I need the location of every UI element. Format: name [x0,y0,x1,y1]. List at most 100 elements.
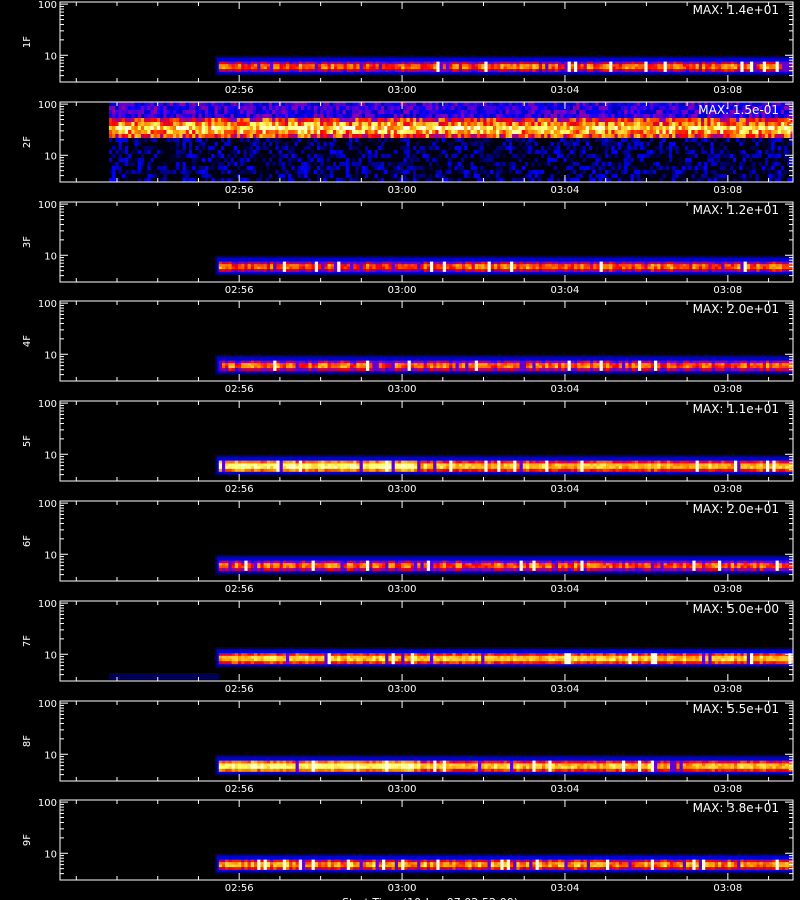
panel-frame [59,101,794,183]
y-tick-label: 100 [38,0,57,11]
x-tick-label: 02:56 [225,384,254,395]
heatmap-2f [108,102,793,182]
x-tick-label: 03:08 [713,883,742,894]
x-tick-label: 03:00 [388,285,417,296]
panel-frame [59,1,794,83]
x-tick-label: 03:08 [713,484,742,495]
panel-1f: 10 100 02:56 03:00 03:04 03:08 1F MAX: 1.4e+01 [22,0,794,96]
y-tick-label: 100 [38,399,57,410]
max-label: MAX: 1.5e-01 [698,103,779,117]
x-tick-label: 02:56 [225,285,254,296]
heatmap-9f [214,853,793,874]
y-tick-label: 100 [38,499,57,510]
y-tick-label: 10 [44,650,57,661]
x-tick-label: 02:56 [225,185,254,196]
panel-frame [59,500,794,582]
max-label: MAX: 1.4e+01 [693,3,779,17]
max-label: MAX: 3.8e+01 [693,801,779,815]
y-tick-label: 100 [38,299,57,310]
max-label: MAX: 5.5e+01 [693,702,779,716]
y-tick-label: 10 [44,350,57,361]
panel-label: 9F [22,834,33,846]
x-tick-label: 03:04 [551,484,580,495]
panel-label: 6F [22,535,33,547]
x-tick-label: 03:08 [713,684,742,695]
x-tick-label: 03:00 [388,883,417,894]
y-tick-label: 10 [44,450,57,461]
panel-frame [59,201,794,283]
y-tick-label: 100 [38,599,57,610]
x-tick-label: 02:56 [225,883,254,894]
y-tick-label: 100 [38,798,57,809]
panel-frame [59,300,794,382]
max-label: MAX: 2.0e+01 [693,502,779,516]
y-tick-label: 10 [44,550,57,561]
x-tick-label: 03:00 [388,684,417,695]
x-tick-label: 03:04 [551,85,580,96]
x-tick-label: 03:08 [713,85,742,96]
x-tick-label: 03:00 [388,484,417,495]
x-tick-label: 03:00 [388,384,417,395]
y-tick-label: 10 [44,51,57,62]
max-label: MAX: 1.2e+01 [693,203,779,217]
x-tick-label: 03:08 [713,384,742,395]
panel-label: 3F [22,236,33,248]
max-label: MAX: 1.1e+01 [693,402,779,416]
panel-8f: 10 100 02:56 03:00 03:04 03:08 8F MAX: 5.5e+01 [22,699,794,795]
x-tick-label: 02:56 [225,584,254,595]
panel-label: 5F [22,435,33,447]
heatmap-3f [214,255,793,276]
x-tick-label: 03:04 [551,584,580,595]
max-label: MAX: 5.0e+00 [693,602,779,616]
x-tick-label: 03:04 [551,883,580,894]
heatmap-4f [214,354,793,375]
x-tick-label: 03:00 [388,85,417,96]
heatmap-6f [214,554,793,575]
panel-frame [59,400,794,482]
panel-frame [59,600,794,682]
x-tick-label: 03:00 [388,584,417,595]
x-tick-label: 03:08 [713,285,742,296]
panel-frame [59,799,794,881]
x-tick-label: 02:56 [225,484,254,495]
y-tick-label: 10 [44,151,57,162]
y-tick-label: 10 [44,750,57,761]
x-tick-label: 03:04 [551,384,580,395]
x-tick-label: 03:08 [713,784,742,795]
x-tick-label: 02:56 [225,784,254,795]
x-tick-label: 03:08 [713,584,742,595]
x-tick-label: 02:56 [225,684,254,695]
x-tick-label: 03:04 [551,784,580,795]
panel-5f: 10 100 02:56 03:00 03:04 03:08 5F MAX: 1.1e+01 [22,399,794,495]
panel-frame [59,700,794,782]
heatmap-1f [214,55,793,76]
x-tick-label: 03:00 [388,784,417,795]
x-tick-label: 03:04 [551,285,580,296]
panel-7f: 10 100 02:56 03:00 03:04 03:08 7F MAX: 5.0e+00 [22,599,794,695]
heatmap-5f [214,454,793,476]
panel-6f: 10 100 02:56 03:00 03:04 03:08 6F MAX: 2.0e+01 [22,499,794,595]
panel-4f: 10 100 02:56 03:00 03:04 03:08 4F MAX: 2.0e+01 [22,299,794,395]
x-tick-label: 03:04 [551,185,580,196]
y-tick-label: 100 [38,100,57,111]
heatmap-8f [214,754,793,776]
panel-label: 7F [22,635,33,647]
panel-label: 4F [22,335,33,347]
y-tick-label: 10 [44,251,57,262]
x-tick-label: 03:00 [388,185,417,196]
panel-label: 8F [22,735,33,747]
panel-9f: 10 100 02:56 03:00 03:04 03:08 9F MAX: 3.8e+01 [22,798,794,894]
x-axis-label: Start Time (10-Jun-07 02:52:00) [342,896,518,900]
y-tick-label: 10 [44,849,57,860]
x-tick-label: 02:56 [225,85,254,96]
y-tick-label: 100 [38,699,57,710]
y-tick-label: 100 [38,200,57,211]
panel-label: 1F [22,36,33,48]
panel-label: 2F [22,136,33,148]
x-tick-label: 03:04 [551,684,580,695]
heatmap-7f [108,647,793,679]
max-label: MAX: 2.0e+01 [693,302,779,316]
panel-3f: 10 100 02:56 03:00 03:04 03:08 3F MAX: 1.2e+01 [22,200,794,296]
x-tick-label: 03:08 [713,185,742,196]
